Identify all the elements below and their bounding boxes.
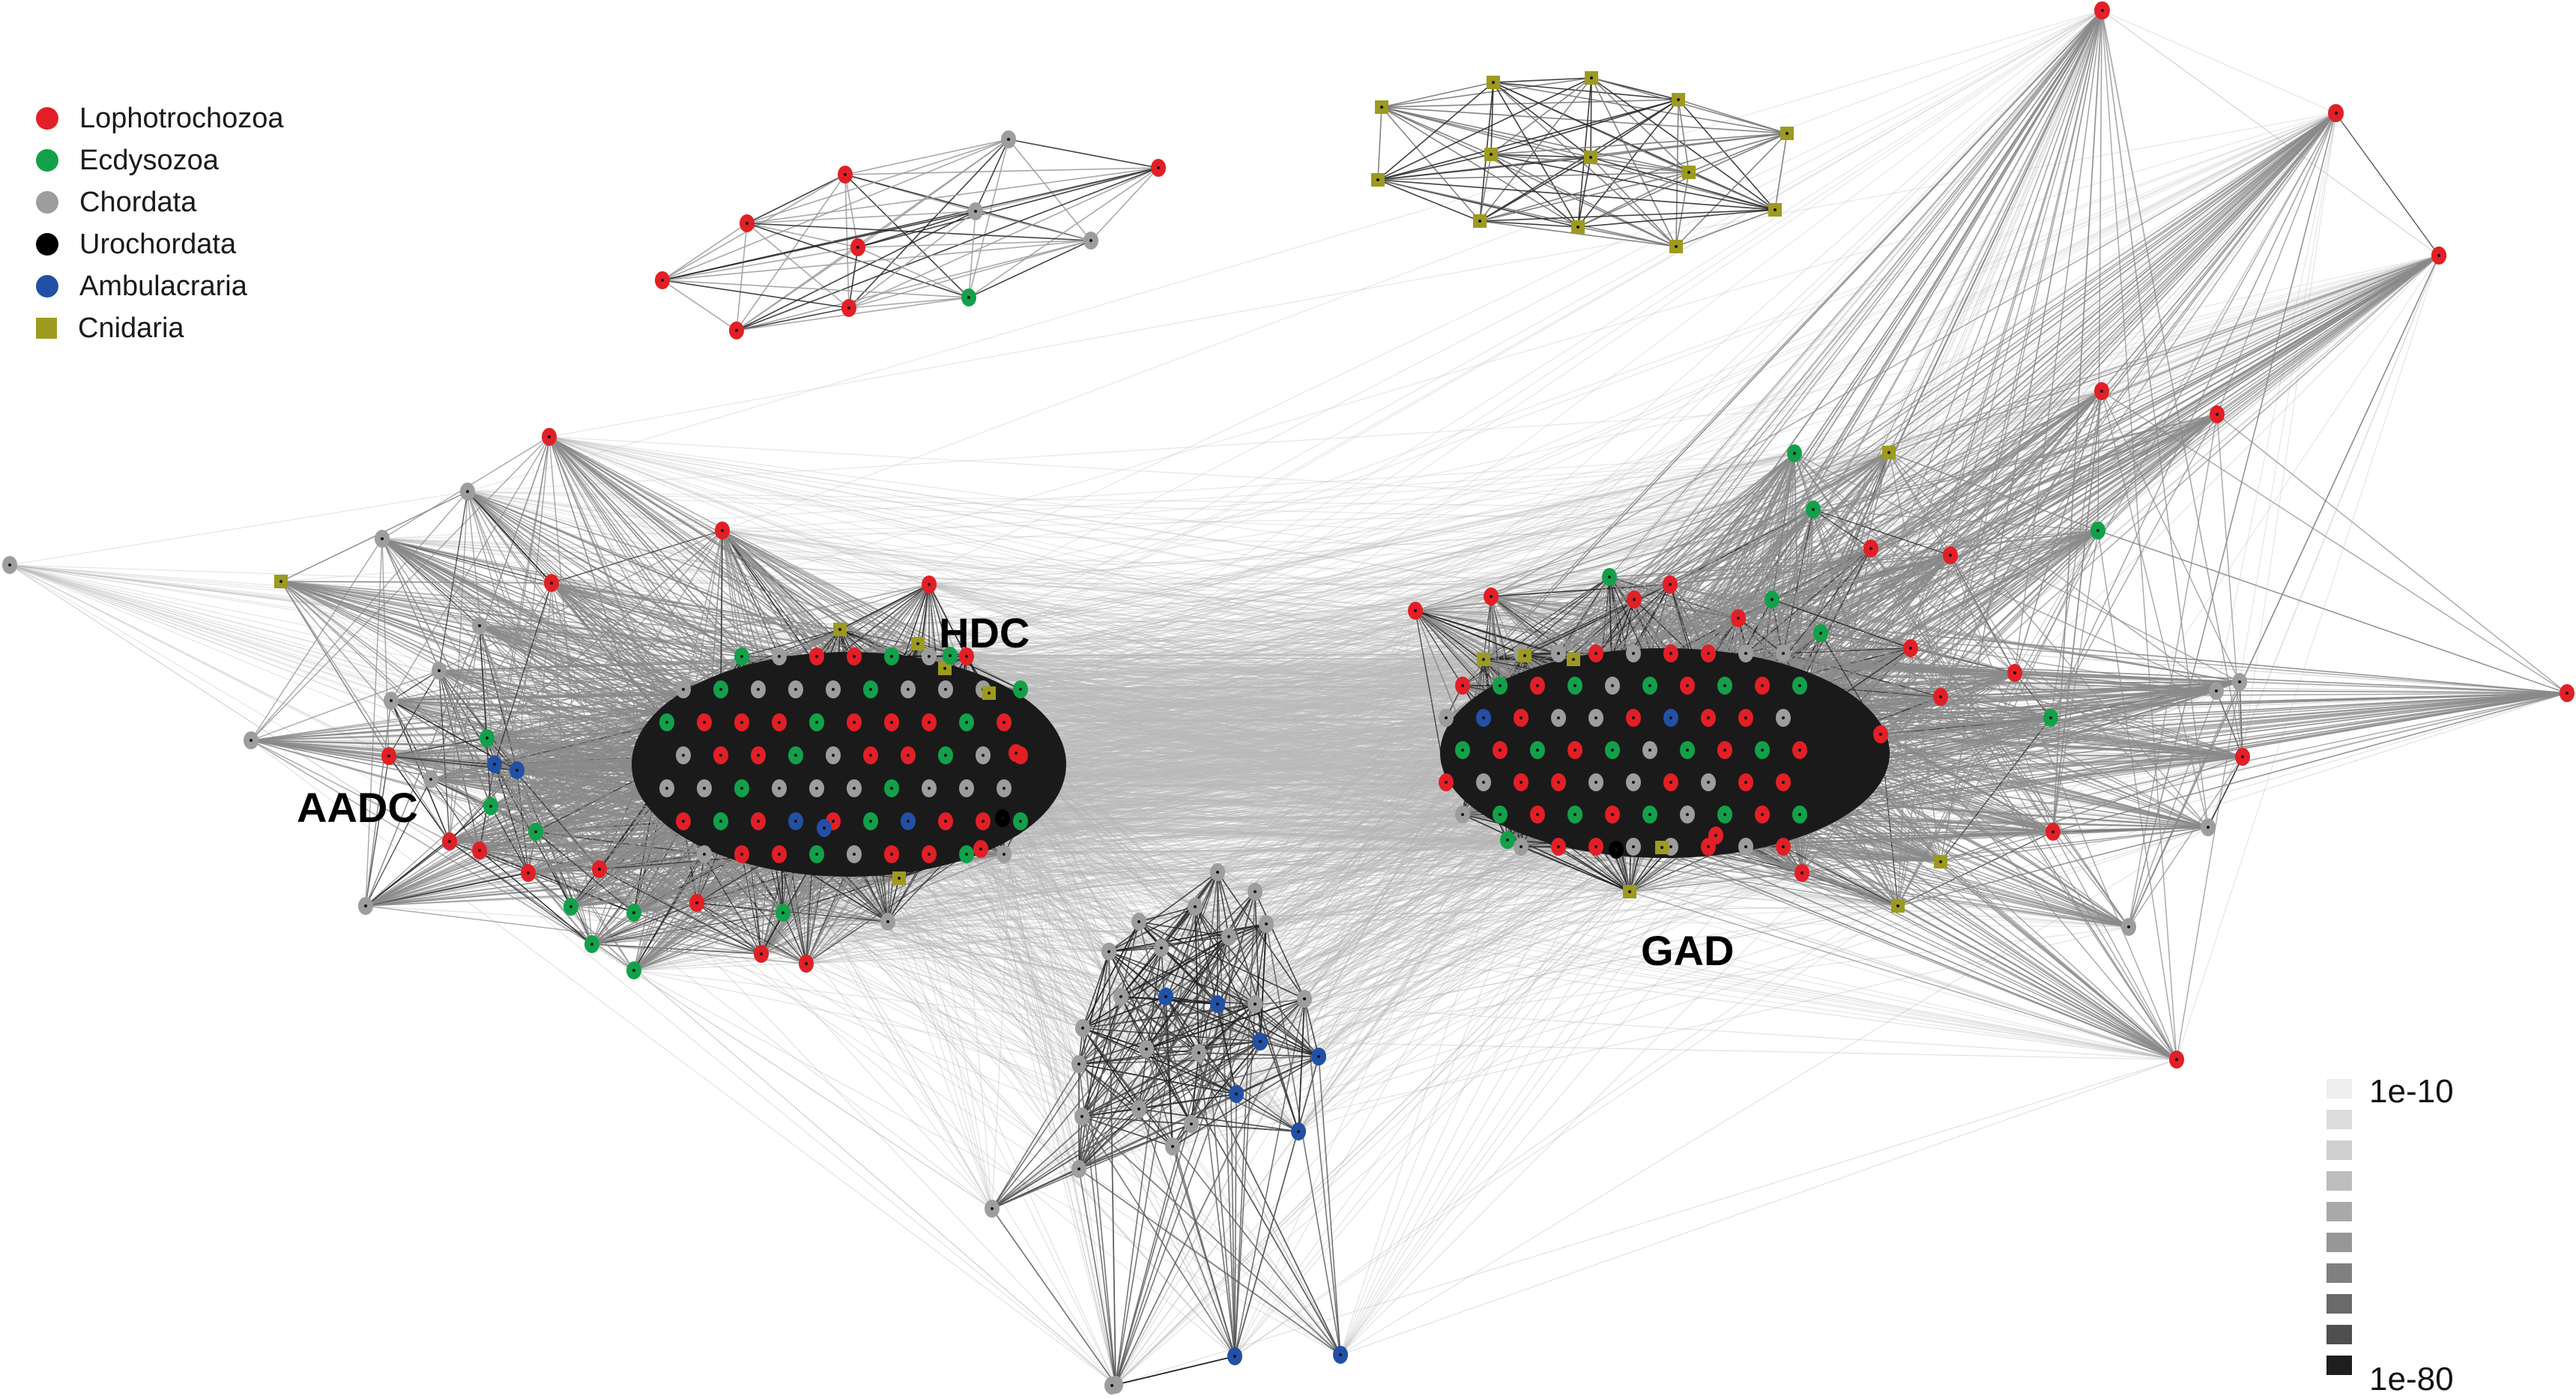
edge	[1002, 717, 1522, 819]
edge	[467, 491, 2099, 531]
edge	[591, 839, 1508, 945]
edge	[891, 453, 1795, 657]
edge	[1015, 752, 1899, 907]
edges	[9, 10, 2568, 1386]
edge	[853, 255, 2440, 855]
edge	[548, 436, 1814, 510]
edge	[548, 436, 1597, 847]
edge	[870, 452, 1890, 690]
edge	[1020, 255, 2440, 756]
edge	[988, 692, 1484, 719]
edge	[887, 847, 1663, 922]
edge	[741, 853, 2129, 928]
edge	[1020, 685, 1463, 690]
edge	[887, 846, 1597, 922]
edge	[945, 255, 2440, 690]
edge	[945, 112, 2336, 822]
edge	[945, 821, 1559, 847]
edge	[928, 782, 1447, 855]
edge	[839, 629, 1484, 660]
edge	[917, 453, 1795, 644]
edge	[917, 643, 1899, 907]
edge	[1015, 752, 1617, 850]
edge	[467, 491, 2177, 1060]
edge	[1003, 722, 1501, 815]
edge	[887, 112, 2336, 922]
edge	[949, 655, 1501, 815]
edge	[944, 668, 1538, 751]
edge	[1015, 659, 1574, 754]
edge	[548, 112, 2336, 438]
edge	[2176, 255, 2440, 1060]
edge	[966, 656, 1501, 751]
edge	[887, 846, 1634, 922]
edge	[467, 491, 1574, 660]
edge	[1002, 818, 1899, 907]
edge	[980, 749, 1501, 850]
edge	[1003, 717, 1447, 723]
edge	[988, 414, 2218, 694]
edge	[1003, 659, 1574, 723]
edge	[1234, 861, 1941, 1357]
edge	[2101, 10, 2440, 256]
edge	[839, 629, 1672, 654]
edge	[928, 656, 2177, 1060]
edge	[982, 717, 1447, 822]
edge	[928, 584, 1576, 686]
edge	[928, 509, 1814, 585]
edge	[782, 839, 1508, 913]
edge	[782, 839, 1508, 913]
edge	[2101, 10, 2337, 114]
